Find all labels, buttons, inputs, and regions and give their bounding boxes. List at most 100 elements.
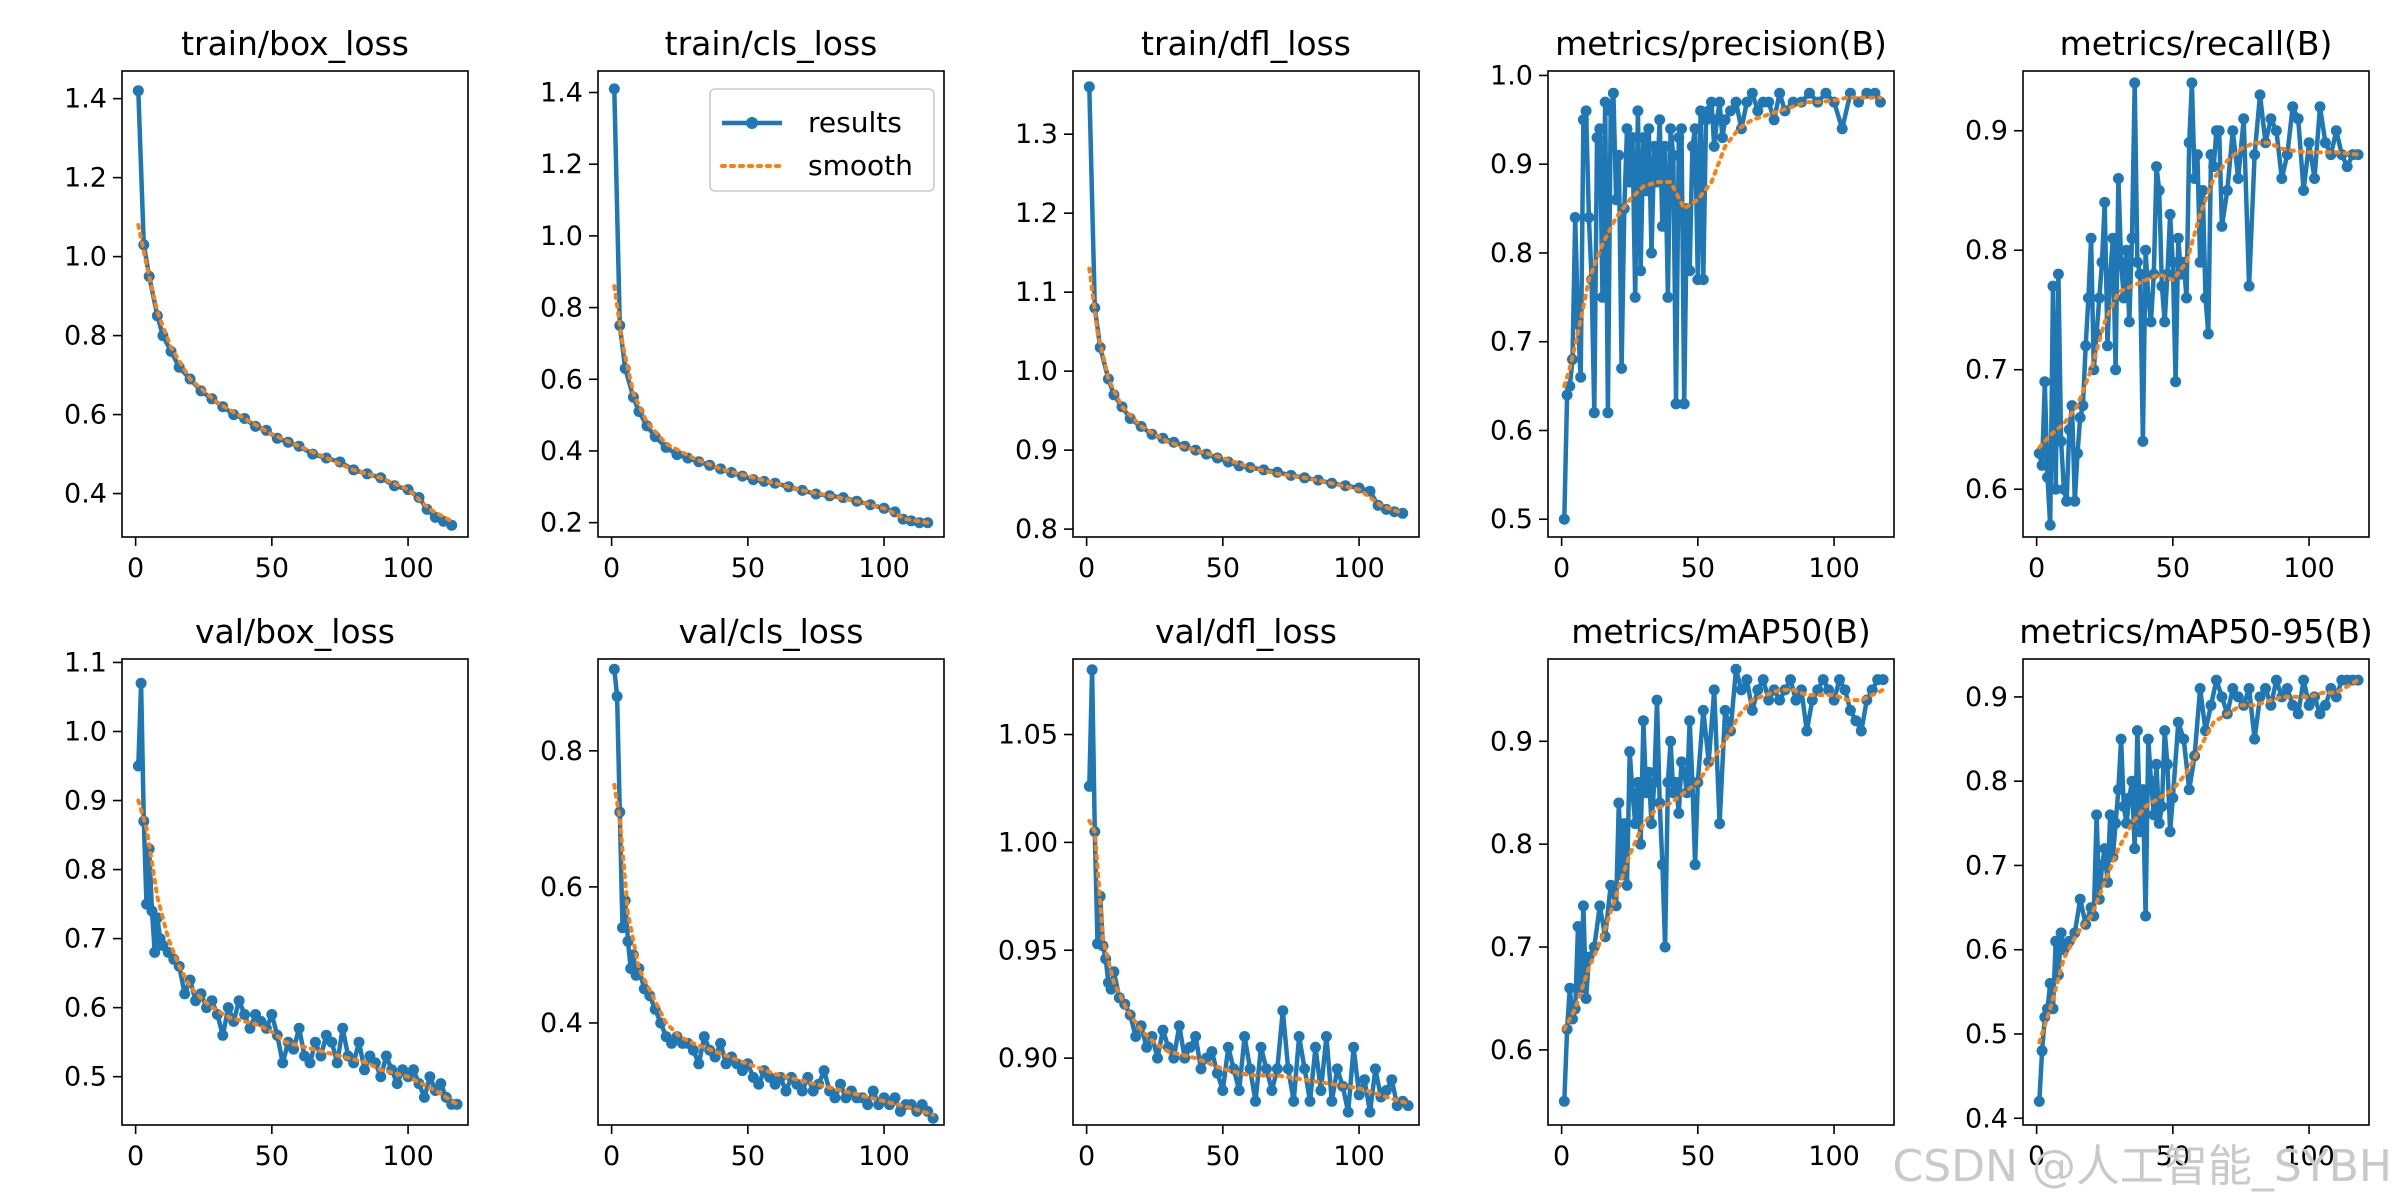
results-point [1173, 1020, 1185, 1032]
y-tick-label: 0.9 [1965, 682, 2008, 713]
results-point [1632, 776, 1644, 788]
results-point [2123, 316, 2135, 328]
results-point [2104, 809, 2116, 821]
results-point [266, 1009, 278, 1020]
results-point [1315, 1085, 1327, 1096]
results-point [132, 85, 144, 97]
results-point [2137, 435, 2149, 447]
results-point [2118, 801, 2130, 812]
results-point [2129, 843, 2141, 855]
chart-panel-2: train/cls_loss 0 50 100 0.2 0.4 0.6 0.8 1.0 1.2 1.… [540, 24, 945, 584]
results-point [1697, 274, 1709, 286]
results-point [608, 83, 620, 95]
results-point [1624, 176, 1636, 188]
results-point [829, 1092, 841, 1104]
axes-frame [1547, 70, 1895, 538]
results-point [2292, 708, 2304, 720]
results-point [2189, 173, 2201, 184]
results-point [2156, 280, 2168, 292]
results-point [1714, 818, 1726, 830]
results-point [1353, 1089, 1365, 1101]
chart-title: metrics/mAP50-95(B) [2019, 612, 2372, 651]
y-tick-label: 1.2 [540, 149, 583, 180]
results-point [1785, 674, 1796, 686]
y-tick-label: 1.0 [1015, 356, 1058, 387]
results-point [2110, 364, 2122, 376]
y-tick-label: 0.4 [540, 436, 583, 467]
results-point [1184, 1041, 1196, 1053]
results-point [2314, 708, 2326, 720]
results-point [446, 519, 458, 531]
results-point [2050, 935, 2062, 947]
results-point [1678, 398, 1690, 410]
results-point [222, 1002, 234, 1014]
results-point [1359, 1074, 1370, 1086]
results-point [1629, 291, 1641, 303]
smooth-series-line [1087, 266, 1405, 516]
x-tick-label: 100 [1808, 553, 1860, 584]
results-point [1662, 291, 1674, 303]
plot-area [132, 677, 463, 1110]
results-point [2042, 471, 2053, 483]
results-point [2319, 137, 2331, 149]
x-tick-label: 50 [255, 1141, 289, 1172]
results-point [2036, 459, 2048, 471]
results-point [2036, 1045, 2048, 1057]
y-tick-label: 0.7 [1965, 850, 2008, 881]
results-point [2249, 733, 2261, 745]
results-point [2172, 716, 2184, 728]
chart-title: metrics/recall(B) [2060, 24, 2333, 63]
results-point [1299, 1063, 1311, 1075]
smooth-series-line [1087, 818, 1411, 1106]
chart-panel-10: metrics/mAP50-95(B) 0 50 100 0.4 0.5 0.6 0.7 0.8… [1965, 612, 2373, 1172]
results-point [1708, 684, 1720, 696]
results-point [1706, 96, 1717, 108]
y-tick-label: 0.6 [64, 993, 107, 1024]
results-point [608, 663, 620, 675]
results-point [1768, 114, 1780, 126]
results-point [1244, 1063, 1256, 1075]
results-point [1583, 212, 1595, 223]
results-point [2137, 784, 2149, 796]
results-point [1746, 87, 1758, 99]
results-point [2270, 674, 2282, 686]
results-point [2142, 292, 2154, 304]
y-tick-label: 0.6 [1965, 474, 2008, 505]
results-point [1874, 96, 1886, 108]
results-point [2039, 376, 2051, 388]
results-point [2243, 280, 2255, 292]
chart-title: val/cls_loss [679, 612, 864, 651]
results-point [1774, 87, 1786, 99]
results-point [1397, 507, 1409, 519]
results-point [1255, 1041, 1267, 1053]
x-tick-label: 50 [1681, 553, 1715, 584]
results-point [1673, 807, 1685, 819]
results-point [2151, 758, 2162, 770]
results-point [2186, 77, 2198, 89]
results-point [1654, 114, 1666, 126]
results-point [2227, 683, 2239, 694]
results-point [1575, 371, 1587, 383]
results-point [1293, 1031, 1305, 1042]
results-point [418, 1091, 430, 1103]
results-point [1790, 694, 1802, 706]
results-point [2227, 125, 2239, 137]
y-tick-label: 0.4 [64, 479, 107, 510]
results-point [1629, 818, 1641, 830]
results-point [1640, 787, 1652, 799]
results-point [435, 1078, 447, 1090]
results-point [2276, 173, 2288, 184]
results-point [2216, 220, 2228, 232]
smooth-series-line [612, 782, 936, 1117]
y-tick-label: 0.8 [64, 855, 107, 886]
results-point [2061, 495, 2073, 507]
results-point [1735, 684, 1747, 696]
x-tick-label: 100 [1808, 1141, 1860, 1172]
results-point [1288, 1095, 1300, 1107]
results-series-line [2037, 677, 2359, 1102]
results-point [2072, 447, 2083, 459]
axes-frame [2022, 658, 2370, 1126]
x-tick-label: 50 [255, 553, 289, 584]
results-point [2134, 826, 2146, 838]
results-point [1708, 140, 1720, 152]
